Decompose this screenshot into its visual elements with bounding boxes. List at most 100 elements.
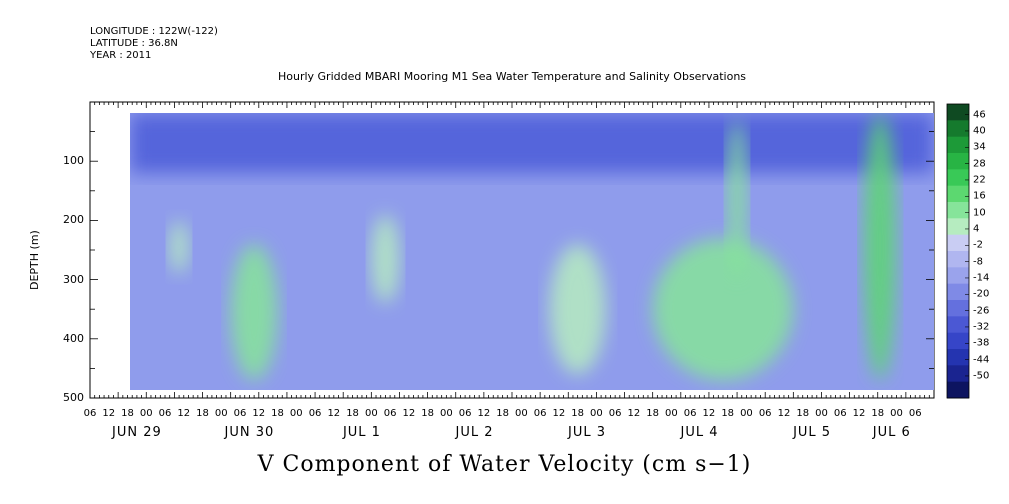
- x-hour-label: 06: [908, 408, 922, 419]
- x-day-label: JUL 2: [455, 425, 494, 440]
- heatmap-feature: [652, 238, 794, 381]
- x-hour-label: 18: [121, 408, 134, 419]
- year-label: YEAR : 2011: [90, 50, 152, 61]
- longitude-label: LONGITUDE : 122W(-122): [90, 26, 218, 37]
- x-hour-label: 12: [327, 408, 341, 419]
- data-layer: [130, 113, 934, 390]
- colorbar-label: 40: [973, 125, 986, 137]
- x-hour-label: 18: [271, 408, 284, 419]
- x-hour-label: 06: [308, 408, 322, 419]
- x-hour-label: 06: [683, 408, 697, 419]
- colorbar-label: 4: [973, 223, 980, 235]
- colorbar-swatch: [947, 349, 969, 366]
- x-day-label: JUL 3: [568, 425, 607, 440]
- x-hour-label: 06: [608, 408, 622, 419]
- x-hour-label: 18: [496, 408, 509, 419]
- x-hour-label: 06: [233, 408, 247, 419]
- x-day-label: JUL 6: [872, 425, 911, 440]
- y-tick-label: 400: [63, 331, 84, 345]
- x-hour-label: 18: [571, 408, 585, 419]
- x-hour-label: 12: [102, 408, 116, 419]
- x-hour-label: 18: [721, 408, 735, 419]
- colorbar-swatch: [947, 185, 969, 203]
- x-hour-label: 18: [646, 408, 660, 419]
- x-hour-label: 12: [252, 408, 266, 419]
- heatmap-feature: [727, 119, 747, 280]
- x-day-label: JUL 5: [793, 425, 832, 440]
- x-hour-label: 12: [777, 408, 791, 419]
- colorbar-swatch: [947, 381, 969, 399]
- y-tick-label: 300: [63, 272, 84, 286]
- colorbar-label: -2: [973, 239, 983, 251]
- x-hour-label: 00: [590, 408, 603, 419]
- colorbar-label: -8: [973, 256, 983, 268]
- colorbar-label: 34: [973, 141, 986, 153]
- x-hour-label: 06: [158, 408, 172, 419]
- heatmap-feature: [549, 244, 606, 375]
- x-hour-label: 06: [758, 408, 772, 419]
- x-hour-label: 00: [740, 408, 753, 419]
- x-hour-label: 00: [890, 408, 903, 419]
- x-hour-label: 00: [515, 408, 528, 419]
- x-hour-label: 06: [458, 408, 472, 419]
- colorbar-label: 22: [973, 174, 986, 186]
- x-hour-label: 18: [796, 408, 810, 419]
- x-day-label: JUL 4: [680, 425, 719, 440]
- colorbar-label: -20: [973, 288, 990, 300]
- x-hour-label: 00: [289, 408, 303, 419]
- y-tick-label: 500: [63, 391, 84, 404]
- chart-title: Hourly Gridded MBARI Mooring M1 Sea Wate…: [277, 70, 747, 83]
- x-hour-label: 06: [833, 408, 847, 419]
- colorbar-swatch: [947, 169, 969, 187]
- heatmap-feature: [230, 244, 278, 381]
- colorbar-label: 28: [973, 158, 986, 170]
- colorbar-label: 10: [973, 207, 986, 219]
- x-hour-label: 18: [196, 408, 209, 419]
- heatmap-feature: [863, 113, 897, 381]
- x-day-label: JUL 1: [342, 425, 381, 440]
- x-day-label: JUN 29: [112, 425, 162, 440]
- x-hour-label: 12: [702, 408, 716, 419]
- colorbar-frame: [946, 103, 970, 399]
- x-hour-label: 00: [665, 408, 678, 419]
- x-hour-label: 00: [139, 408, 153, 419]
- x-hour-label: 06: [83, 408, 97, 419]
- x-hour-label: 12: [552, 408, 566, 419]
- x-hour-label: 06: [533, 408, 547, 419]
- colorbar-swatch: [947, 234, 969, 252]
- axis-ticks: [89, 102, 935, 398]
- plot-area: [89, 101, 935, 399]
- x-hour-label: 12: [627, 408, 641, 419]
- colorbar-swatch: [947, 283, 969, 301]
- x-hour-label: 00: [439, 408, 453, 419]
- colorbar-label: -38: [973, 337, 990, 349]
- x-hour-label: 00: [214, 408, 228, 419]
- y-tick-label: 200: [63, 213, 84, 227]
- colorbar-label: 16: [973, 190, 986, 202]
- colorbar-swatch: [947, 218, 969, 236]
- x-hour-label: 12: [177, 408, 191, 419]
- latitude-label: LATITUDE : 36.8N: [90, 38, 178, 49]
- x-hour-label: 12: [402, 408, 416, 419]
- colorbar-swatch: [947, 104, 969, 121]
- heatmap-feature: [169, 220, 189, 274]
- x-hour-label: 18: [871, 408, 885, 419]
- colorbar-swatch: [947, 267, 969, 285]
- y-tick-label: 100: [63, 154, 84, 168]
- x-hour-label: 12: [477, 408, 491, 419]
- colorbar-label: -50: [973, 370, 990, 382]
- x-day-label: JUN 30: [224, 425, 275, 440]
- x-hour-label: 18: [346, 408, 359, 419]
- colorbar-swatch: [947, 316, 969, 334]
- x-hour-label: 12: [852, 408, 866, 419]
- surface-band: [130, 113, 934, 173]
- colorbar-swatch: [947, 153, 969, 170]
- colorbar-swatch: [947, 136, 969, 154]
- colorbar-label: 46: [973, 109, 986, 121]
- colorbar-swatch: [947, 120, 969, 138]
- colorbar-label: -44: [973, 354, 990, 366]
- colorbar-swatch: [947, 332, 969, 350]
- x-hour-label: 06: [383, 408, 397, 419]
- colorbar-label: -14: [973, 272, 990, 284]
